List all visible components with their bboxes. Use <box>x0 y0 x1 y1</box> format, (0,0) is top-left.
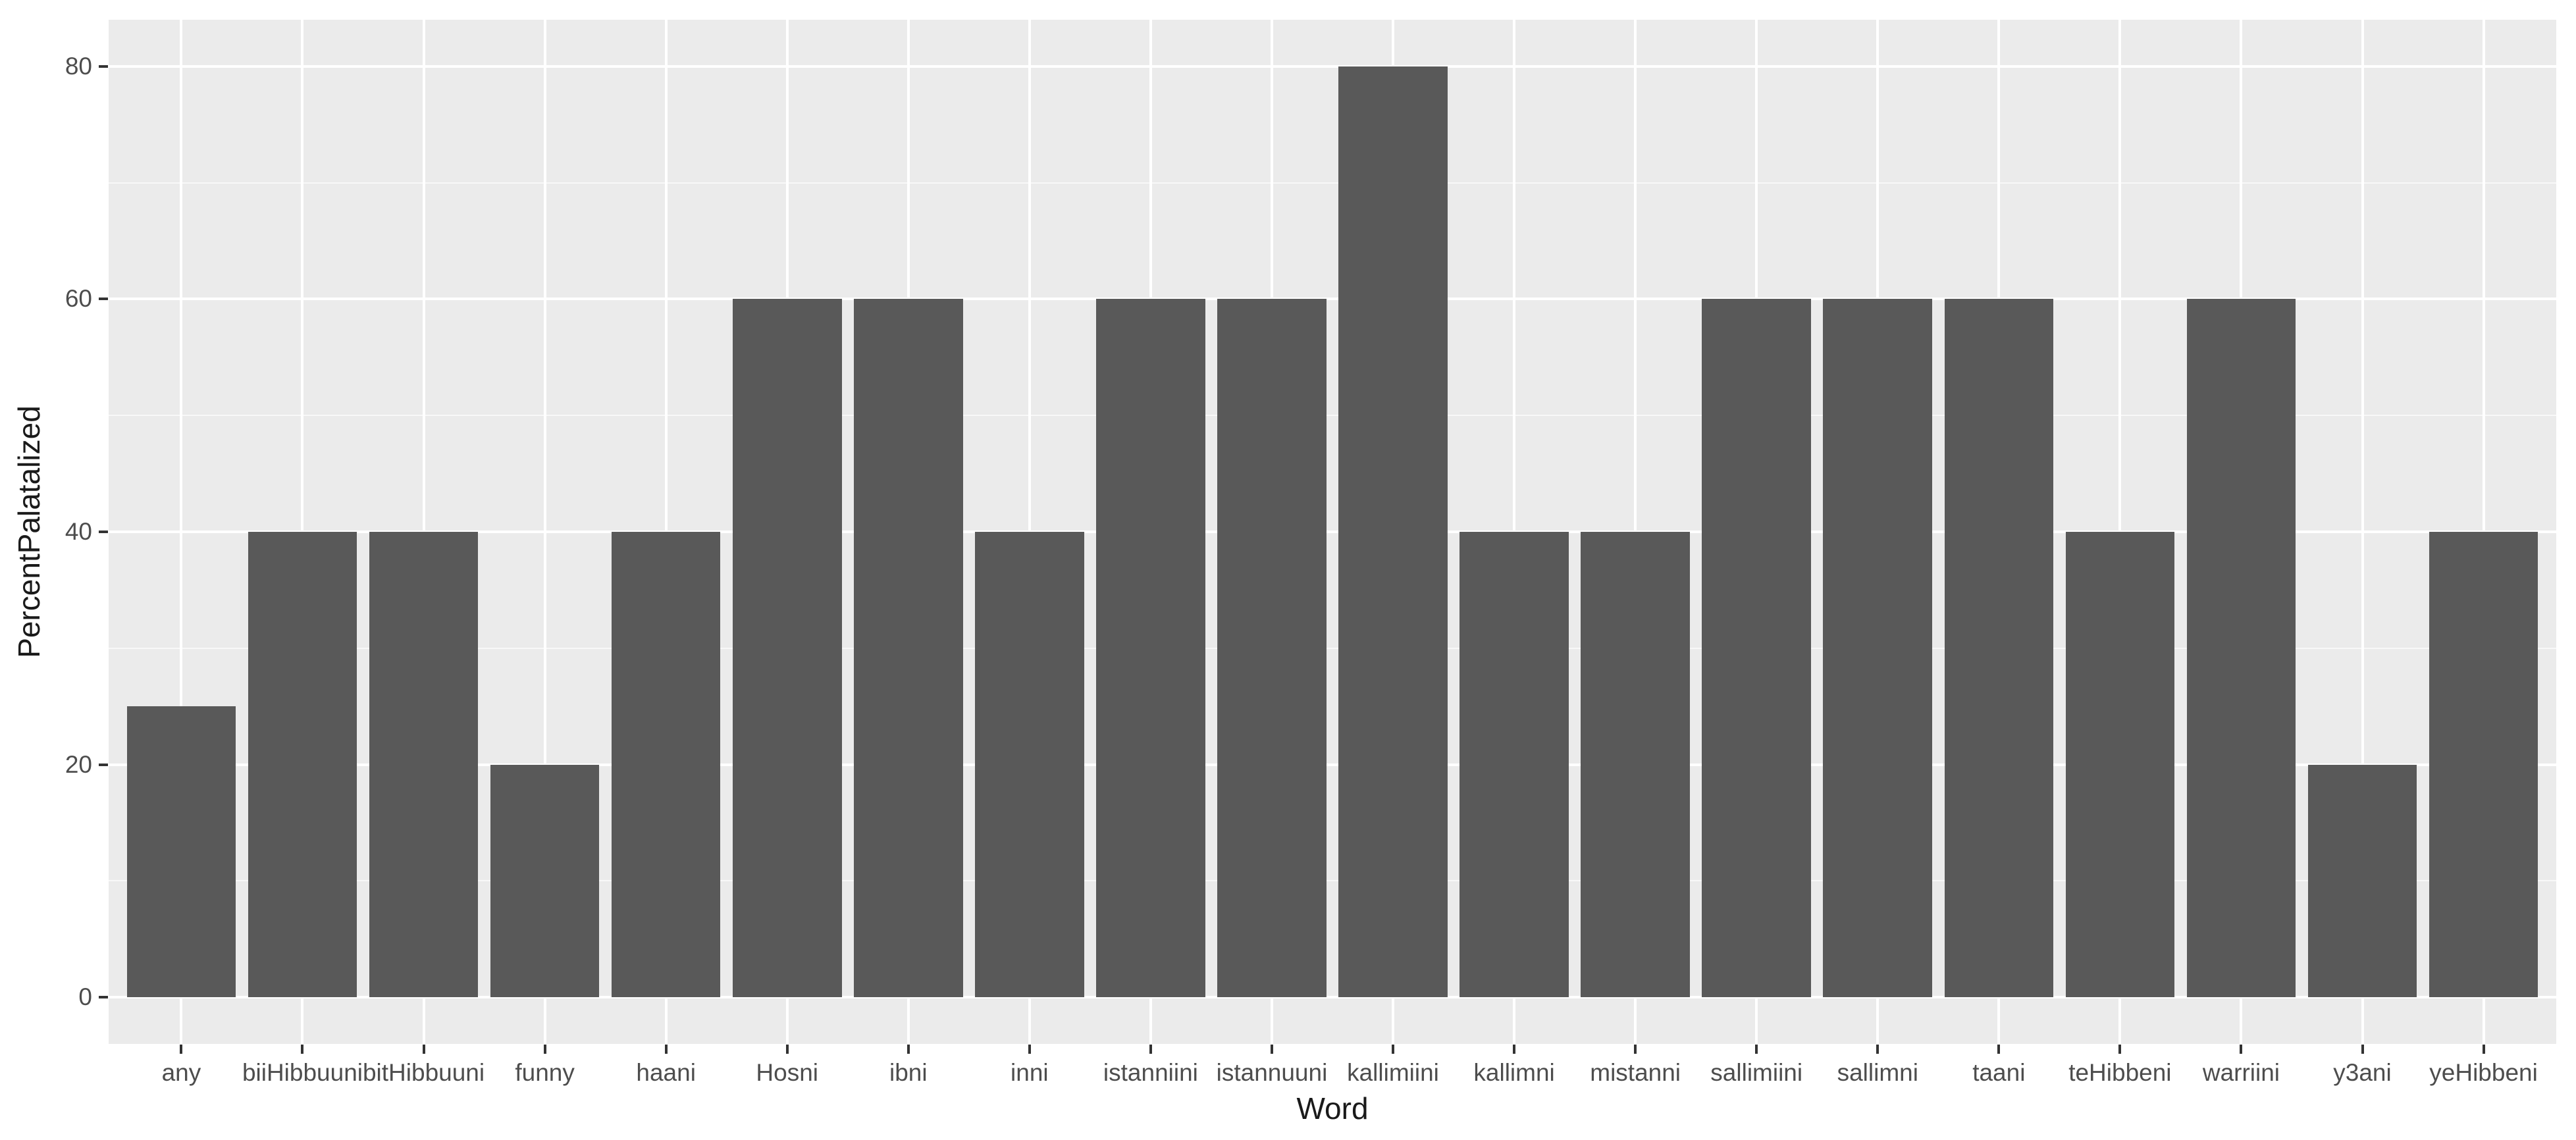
x-tick-mark-Hosni <box>785 1045 789 1054</box>
bar-haani <box>611 532 721 998</box>
bar-sallimni <box>1823 299 1933 998</box>
x-tick-label: teHibbeni <box>2068 1059 2172 1086</box>
x-tick-mark-istanniini <box>1149 1045 1152 1054</box>
y-tick-label: 20 <box>65 750 92 778</box>
bar-sallimiini <box>1702 299 1812 998</box>
bar-teHibbeni <box>2065 532 2175 998</box>
y-tick-label: 0 <box>78 983 92 1011</box>
x-tick-label: ibni <box>889 1059 928 1086</box>
y-tick-label: 60 <box>65 285 92 313</box>
bar-kallimiini <box>1338 66 1448 998</box>
x-tick-mark-sallimni <box>1876 1045 1879 1054</box>
bar-funny <box>490 764 600 998</box>
y-tick-label: 40 <box>65 518 92 545</box>
x-tick-label: inni <box>1011 1059 1049 1086</box>
gridline-minor-10 <box>109 880 2556 882</box>
gridline-minor-30 <box>109 647 2556 649</box>
x-tick-mark-funny <box>543 1045 546 1054</box>
x-tick-label: istannuuni <box>1216 1059 1328 1086</box>
x-tick-mark-warriini <box>2240 1045 2243 1054</box>
bar-kallimni <box>1459 532 1569 998</box>
x-tick-mark-sallimiini <box>1755 1045 1758 1054</box>
x-tick-label: any <box>161 1059 201 1086</box>
x-tick-mark-kallimiini <box>1392 1045 1395 1054</box>
x-tick-mark-yeHibbeni <box>2482 1045 2485 1054</box>
x-tick-mark-any <box>180 1045 183 1054</box>
bar-mistanni <box>1581 532 1690 998</box>
x-tick-mark-biiHibbuuni <box>301 1045 304 1054</box>
bar-istanniini <box>1096 299 1205 998</box>
x-tick-mark-bitHibbuuni <box>422 1045 425 1054</box>
bar-warriini <box>2186 299 2296 998</box>
gridline-category-funny <box>543 20 546 1044</box>
gridline-major-0 <box>109 996 2556 999</box>
bar-any <box>126 706 236 998</box>
x-tick-label: haani <box>636 1059 696 1086</box>
y-tick-mark-80 <box>99 65 108 68</box>
bar-y3ani <box>2307 764 2417 998</box>
y-tick-mark-60 <box>99 298 108 301</box>
plot-panel <box>109 20 2556 1044</box>
gridline-category-any <box>180 20 183 1044</box>
x-tick-mark-kallimni <box>1513 1045 1516 1054</box>
x-tick-label: kallimni <box>1473 1059 1555 1086</box>
x-tick-label: kallimiini <box>1347 1059 1439 1086</box>
y-tick-mark-40 <box>99 531 108 533</box>
gridline-major-40 <box>109 531 2556 533</box>
x-tick-label: istanniini <box>1103 1059 1198 1086</box>
bar-ibni <box>853 299 963 998</box>
gridline-category-y3ani <box>2361 20 2364 1044</box>
bar-taani <box>1944 299 2054 998</box>
x-tick-label: y3ani <box>2333 1059 2392 1086</box>
y-tick-mark-0 <box>99 996 108 999</box>
x-tick-mark-teHibbeni <box>2118 1045 2122 1054</box>
x-tick-mark-istannuuni <box>1270 1045 1273 1054</box>
bar-Hosni <box>732 299 842 998</box>
bar-bitHibbuuni <box>369 532 479 998</box>
x-tick-label: Hosni <box>756 1059 819 1086</box>
x-tick-mark-haani <box>664 1045 668 1054</box>
x-tick-mark-ibni <box>907 1045 910 1054</box>
x-tick-label: sallimiini <box>1710 1059 1803 1086</box>
gridline-major-80 <box>109 65 2556 68</box>
gridline-minor-70 <box>109 182 2556 184</box>
gridline-minor-50 <box>109 415 2556 417</box>
x-tick-label: warriini <box>2202 1059 2280 1086</box>
bar-inni <box>975 532 1084 998</box>
y-tick-label: 80 <box>65 52 92 80</box>
gridline-major-60 <box>109 298 2556 301</box>
x-tick-label: bitHibbuuni <box>362 1059 485 1086</box>
x-axis-title: Word <box>1296 1091 1369 1126</box>
x-tick-label: mistanni <box>1590 1059 1681 1086</box>
x-tick-label: biiHibbuuni <box>242 1059 363 1086</box>
x-tick-mark-taani <box>1997 1045 2001 1054</box>
x-tick-label: sallimni <box>1837 1059 1918 1086</box>
bar-istannuuni <box>1217 299 1327 998</box>
x-tick-label: yeHibbeni <box>2429 1059 2538 1086</box>
x-tick-mark-inni <box>1028 1045 1031 1054</box>
x-tick-label: funny <box>515 1059 575 1086</box>
bar-yeHibbeni <box>2429 532 2538 998</box>
x-tick-label: taani <box>1972 1059 2026 1086</box>
x-tick-mark-y3ani <box>2361 1045 2364 1054</box>
y-tick-mark-20 <box>99 763 108 766</box>
gridline-major-20 <box>109 763 2556 766</box>
x-tick-mark-mistanni <box>1634 1045 1637 1054</box>
bar-biiHibbuuni <box>248 532 357 998</box>
